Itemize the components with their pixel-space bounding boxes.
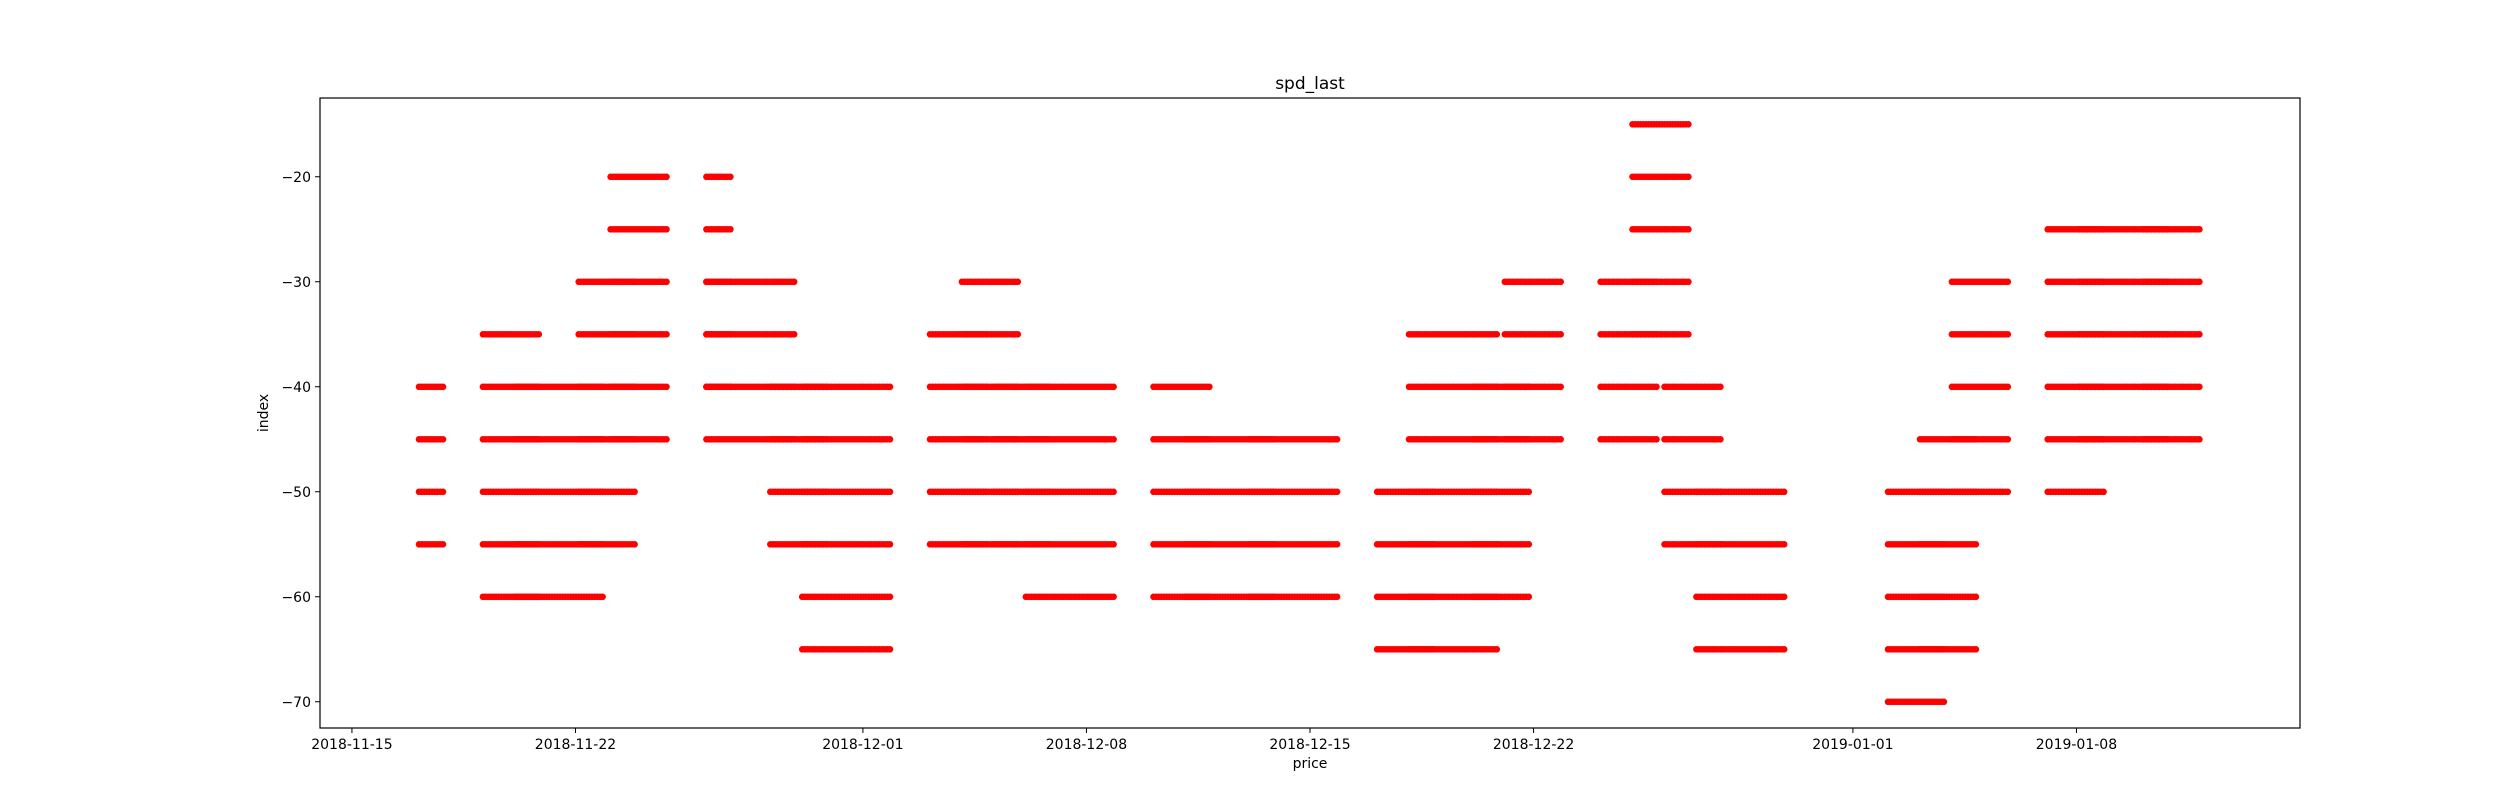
x-tick-label: 2018-12-15 <box>1269 737 1350 753</box>
data-point <box>1525 593 1533 601</box>
y-tick-label: −20 <box>281 170 311 186</box>
data-point <box>1780 593 1788 601</box>
x-tick-label: 2019-01-08 <box>2036 737 2117 753</box>
data-point <box>663 278 670 286</box>
data-point <box>1685 173 1692 181</box>
data-point <box>1557 331 1564 338</box>
data-point <box>439 436 447 443</box>
data-point <box>1014 331 1022 338</box>
x-tick-label: 2018-12-08 <box>1046 737 1127 753</box>
data-point <box>1110 488 1117 496</box>
data-point <box>1685 121 1692 128</box>
data-point <box>2004 488 2012 496</box>
data-point <box>631 541 638 548</box>
data-point <box>1333 541 1341 548</box>
x-tick-label: 2018-11-22 <box>535 737 616 753</box>
data-point <box>1110 383 1117 391</box>
data-point <box>1557 436 1564 443</box>
y-axis-title: index <box>256 394 272 432</box>
data-point <box>663 331 670 338</box>
data-point <box>663 226 670 233</box>
data-point <box>886 383 894 391</box>
data-point <box>886 436 894 443</box>
data-point <box>2196 331 2203 338</box>
chart-title: spd_last <box>1275 74 1345 94</box>
data-point <box>1110 436 1117 443</box>
data-point <box>1972 646 1980 653</box>
data-point <box>2004 383 2012 391</box>
x-axis-title: price <box>1293 756 1328 772</box>
data-point <box>1206 383 1213 391</box>
y-tick-label: −40 <box>281 380 311 396</box>
data-point <box>1717 436 1724 443</box>
data-point <box>1014 278 1022 286</box>
data-point <box>2004 331 2012 338</box>
data-point <box>663 436 670 443</box>
data-point <box>1780 541 1788 548</box>
data-point <box>886 646 894 653</box>
data-point <box>2004 278 2012 286</box>
data-point <box>1493 331 1501 338</box>
data-point <box>886 593 894 601</box>
y-tick-label: −30 <box>281 275 311 291</box>
x-tick-label: 2019-01-01 <box>1812 737 1893 753</box>
data-point <box>1972 593 1980 601</box>
data-point <box>631 488 638 496</box>
data-point <box>790 278 798 286</box>
data-point <box>439 541 447 548</box>
data-point <box>1333 593 1341 601</box>
x-tick-label: 2018-11-15 <box>311 737 392 753</box>
data-point <box>886 488 894 496</box>
data-point <box>2196 278 2203 286</box>
data-point <box>727 226 734 233</box>
data-point <box>439 488 447 496</box>
data-point <box>439 383 447 391</box>
data-point <box>1525 541 1533 548</box>
data-points <box>415 121 2203 706</box>
x-tick-label: 2018-12-01 <box>822 737 903 753</box>
data-point <box>1685 331 1692 338</box>
data-point <box>2196 226 2203 233</box>
data-point <box>2196 436 2203 443</box>
data-point <box>1780 646 1788 653</box>
y-tick-label: −70 <box>281 695 311 711</box>
data-point <box>1685 226 1692 233</box>
data-point <box>2004 436 2012 443</box>
data-point <box>1972 541 1980 548</box>
y-axis: −70 −60 −50 −40 −30 −20 <box>281 170 320 711</box>
data-point <box>790 331 798 338</box>
data-point <box>663 383 670 391</box>
data-point <box>1493 646 1501 653</box>
data-point <box>535 331 543 338</box>
data-point <box>1557 278 1564 286</box>
data-point <box>1685 278 1692 286</box>
data-point <box>727 173 734 181</box>
data-point <box>1525 488 1533 496</box>
data-point <box>599 593 606 601</box>
data-point <box>1653 383 1660 391</box>
data-point <box>1333 436 1341 443</box>
x-tick-label: 2018-12-22 <box>1493 737 1574 753</box>
data-point <box>2196 383 2203 391</box>
data-point <box>1110 593 1117 601</box>
y-tick-label: −60 <box>281 590 311 606</box>
data-point <box>1653 436 1660 443</box>
data-point <box>663 173 670 181</box>
data-point <box>1110 541 1117 548</box>
data-point <box>2100 488 2107 496</box>
y-tick-label: −50 <box>281 485 311 501</box>
data-point <box>1557 383 1564 391</box>
data-point <box>1780 488 1788 496</box>
data-point <box>1333 488 1341 496</box>
data-point <box>886 541 894 548</box>
x-axis: 2018-11-15 2018-11-22 2018-12-01 2018-12-08… <box>311 728 2117 753</box>
data-point <box>1717 383 1724 391</box>
data-point <box>1940 698 1948 706</box>
